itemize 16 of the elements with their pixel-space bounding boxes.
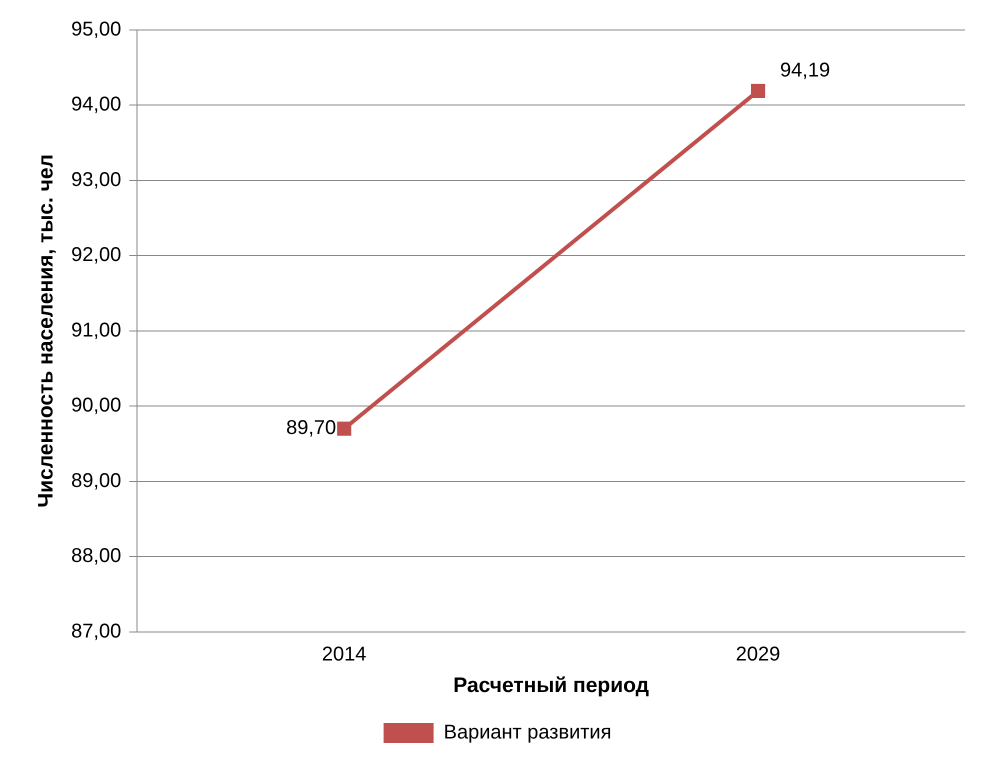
y-tick-label: 95,00 [71, 18, 122, 41]
data-label: 89,70 [286, 417, 336, 440]
x-tick-label: 2014 [322, 643, 366, 666]
x-tick-label: 2029 [736, 643, 780, 666]
y-tick-label: 93,00 [71, 168, 122, 191]
y-tick-label: 89,00 [71, 470, 122, 492]
y-tick-label: 87,00 [71, 620, 122, 642]
y-tick-label: 90,00 [71, 394, 122, 417]
y-tick-label: 88,00 [71, 545, 122, 568]
x-axis-title: Расчетный период [453, 674, 650, 698]
legend-label: Вариант развития [444, 722, 612, 744]
y-axis-title: Численность населения, тыс. чел [34, 154, 58, 508]
y-tick-label: 94,00 [71, 94, 122, 116]
data-label: 94,19 [780, 59, 830, 82]
y-tick-label: 92,00 [71, 244, 122, 266]
y-tick-label: 91,00 [71, 319, 122, 342]
